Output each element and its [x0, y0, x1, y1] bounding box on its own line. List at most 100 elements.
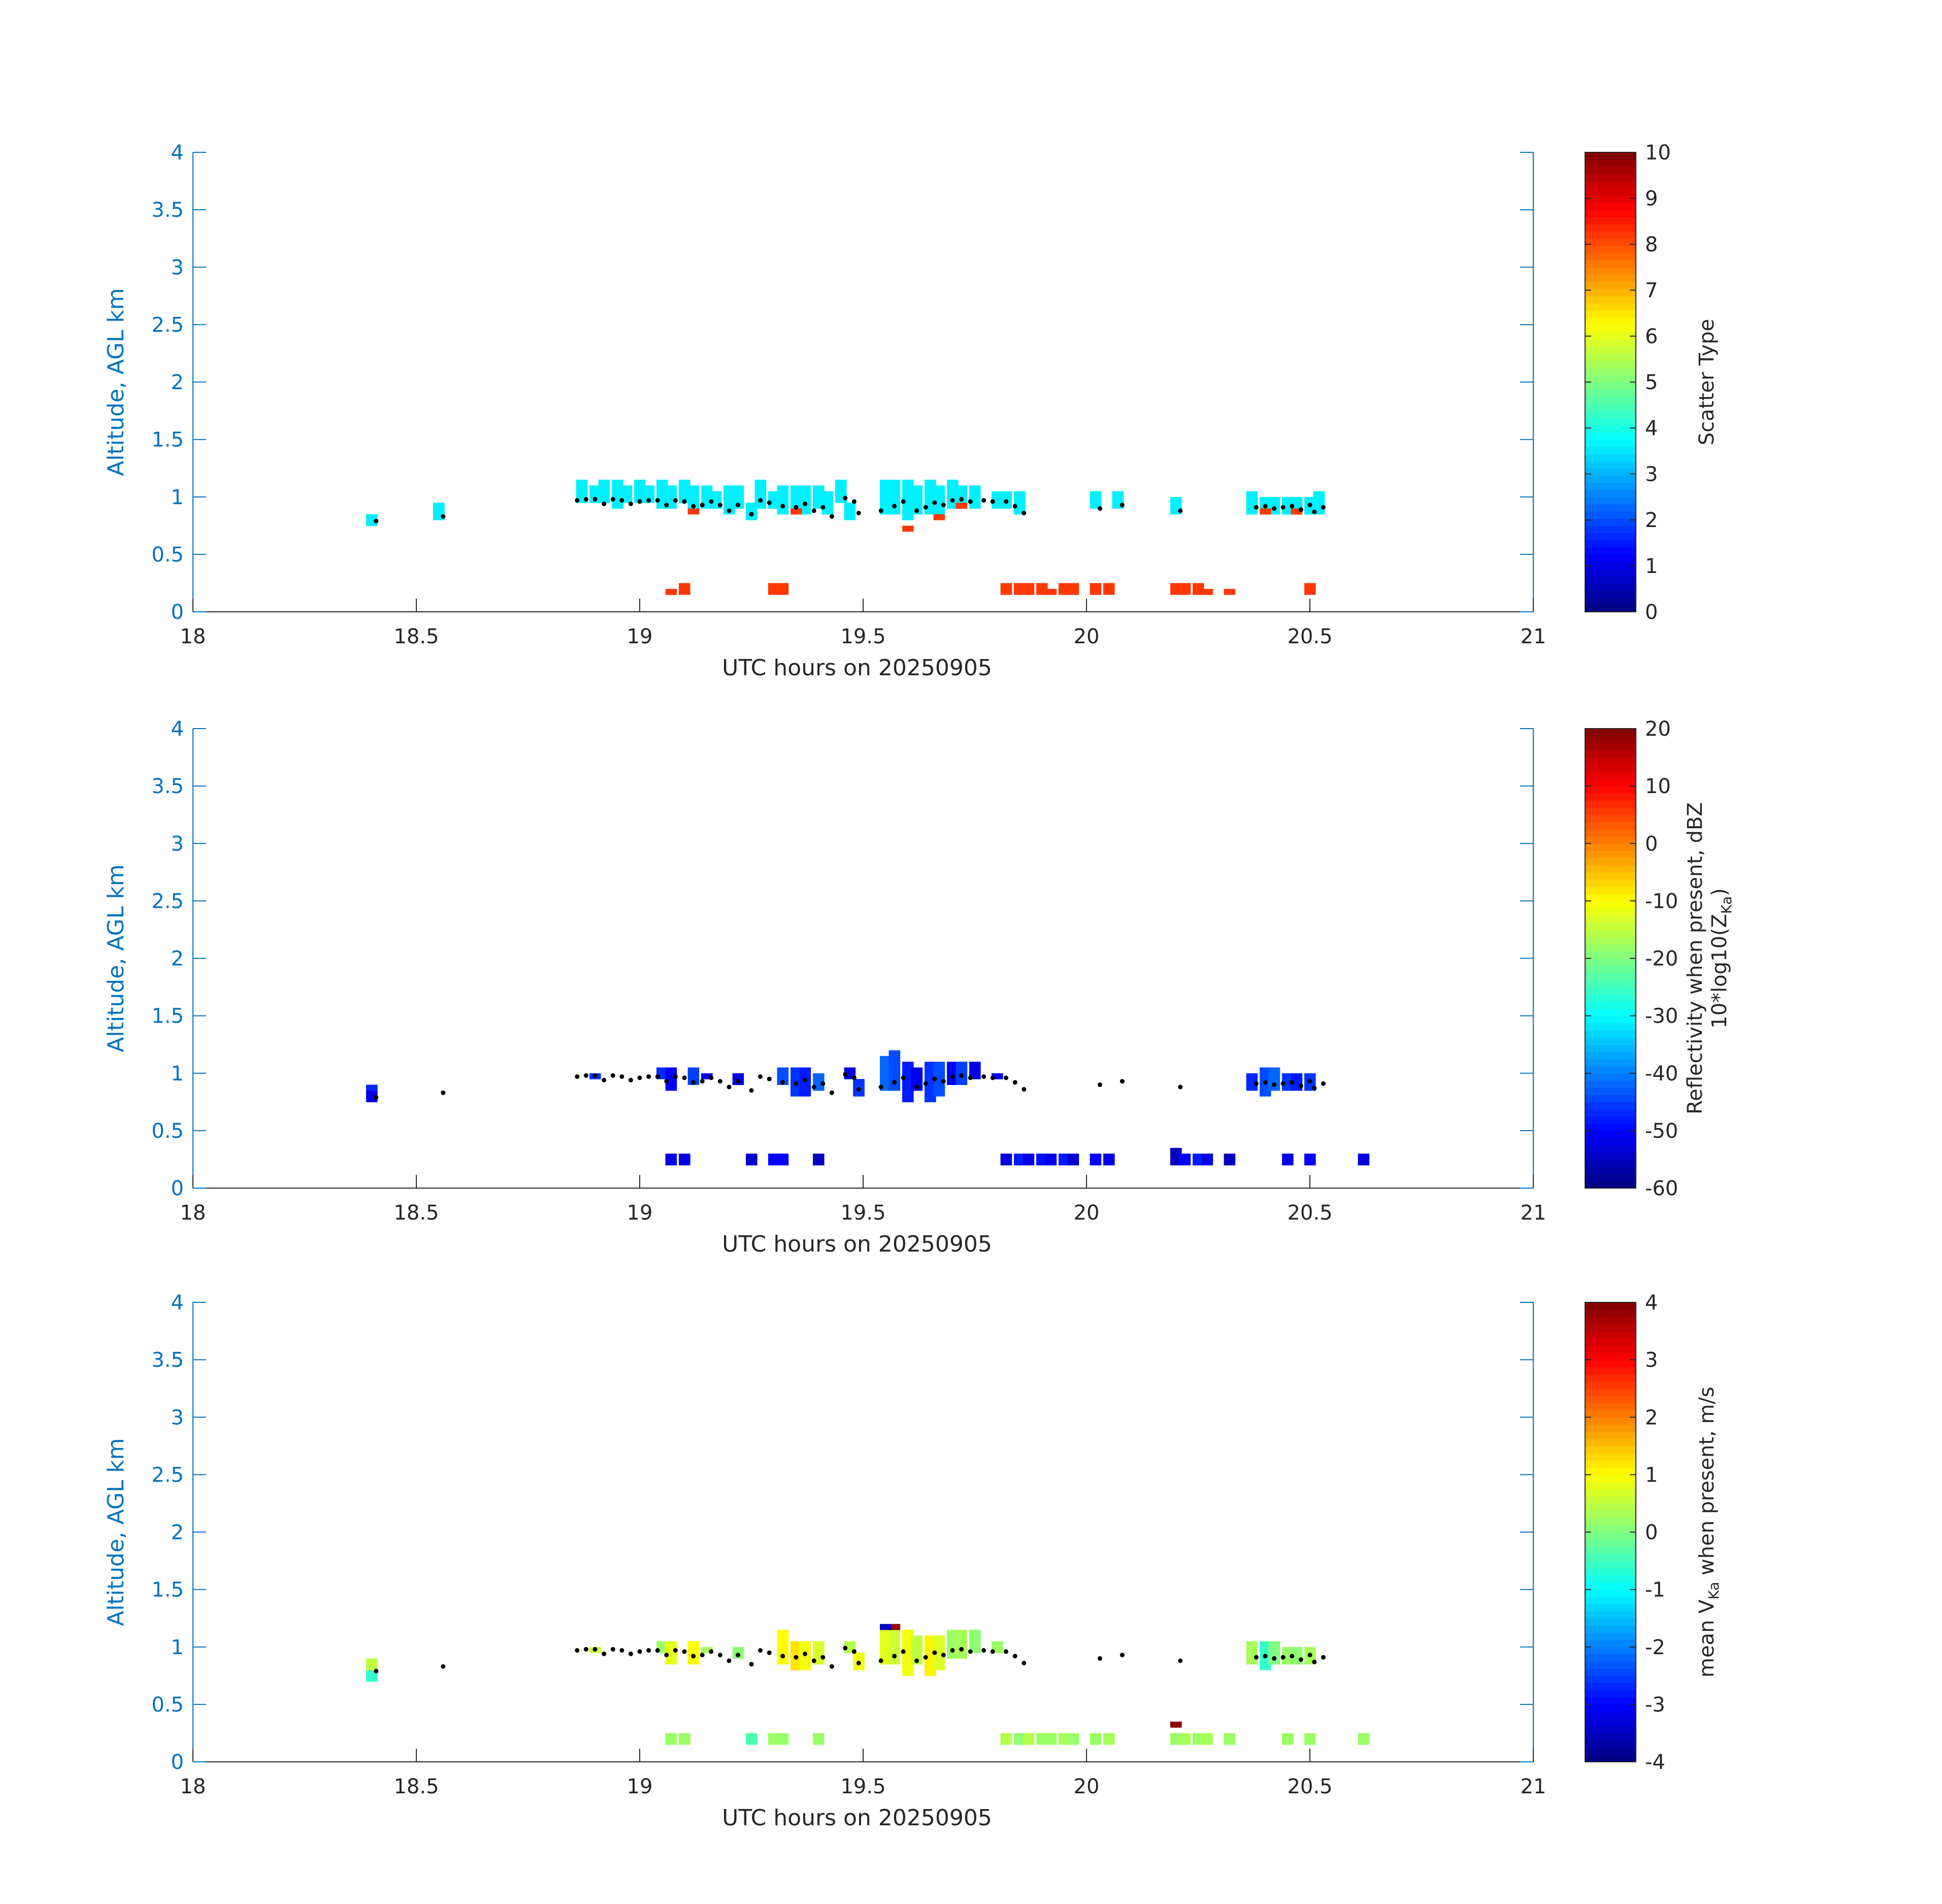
data-point [602, 1651, 607, 1656]
colorbar-segment [1585, 562, 1636, 569]
colorbar-segment [1585, 1668, 1636, 1677]
heatmap-cell [777, 1733, 789, 1745]
heatmap-cell [665, 1733, 677, 1745]
data-point [1178, 508, 1183, 513]
colorbar-segment [1585, 1453, 1636, 1461]
heatmap-cell [687, 485, 700, 509]
heatmap-cell [1023, 583, 1035, 595]
data-point [655, 1648, 660, 1653]
colorbar-segment [1585, 310, 1636, 318]
data-point [583, 1073, 588, 1078]
colorbar-label-2-text: 10*log10(Z [1708, 914, 1731, 1029]
data-point [610, 1073, 615, 1078]
data-point [901, 1075, 906, 1080]
heatmap-cell [366, 1085, 378, 1091]
heatmap-cell [679, 1154, 690, 1166]
data-point [932, 500, 937, 505]
data-point [914, 508, 919, 513]
data-point [1321, 1081, 1326, 1086]
colorbar-tick-label: 0 [1645, 601, 1658, 624]
colorbar-segment [1585, 958, 1636, 966]
data-point [1263, 504, 1268, 509]
colorbar-segment [1585, 174, 1636, 182]
colorbar-segment [1585, 1733, 1636, 1741]
colorbar-tick-label: 10 [1645, 775, 1671, 798]
heatmap-cell [880, 479, 892, 515]
data-point [593, 497, 598, 502]
heatmap-cell [992, 1073, 1003, 1079]
colorbar-segment [1585, 360, 1636, 368]
colorbar-segment [1585, 554, 1636, 562]
colorbar-segment [1585, 1568, 1636, 1576]
data-point [1272, 1656, 1277, 1661]
colorbar-segment [1585, 518, 1636, 527]
colorbar-segment [1585, 1395, 1636, 1403]
colorbar-segment [1585, 807, 1636, 815]
colorbar-segment [1585, 1683, 1636, 1691]
heatmap-cell [1246, 1641, 1258, 1665]
colorbar-tick-label: -50 [1645, 1120, 1678, 1143]
heatmap-cell [1036, 1733, 1048, 1745]
heatmap-cell [1224, 1733, 1236, 1745]
data-point [700, 1653, 705, 1658]
colorbar-segment [1585, 461, 1636, 469]
colorbar-segment [1585, 1123, 1636, 1131]
colorbar-segment [1585, 764, 1636, 772]
heatmap-cell [1246, 1073, 1258, 1091]
colorbar-label: Scatter Type [1695, 319, 1719, 445]
y-tick-label: 3.5 [151, 775, 184, 798]
colorbar-segment [1585, 368, 1636, 376]
heatmap-cell [1103, 1154, 1115, 1166]
colorbar-segment [1585, 1532, 1636, 1540]
colorbar-segment [1585, 1152, 1636, 1160]
colorbar-label: Reflectivity when present, dBZ [1684, 802, 1707, 1114]
colorbar-segment [1585, 1726, 1636, 1734]
heatmap-cell [589, 485, 601, 503]
colorbar-segment [1585, 1317, 1636, 1325]
data-point [829, 1664, 834, 1669]
colorbar-segment [1585, 1589, 1636, 1597]
heatmap-cell [911, 485, 923, 515]
colorbar-segment [1585, 1654, 1636, 1662]
colorbar-segment [1585, 1546, 1636, 1554]
colorbar-segment [1585, 446, 1636, 454]
data-point [717, 1653, 722, 1658]
data-point [932, 1650, 937, 1655]
y-tick-label: 1 [171, 486, 184, 509]
colorbar-segment [1585, 210, 1636, 217]
colorbar: -60 -50 -40 -30 -20 -10 0 10 20 Reflectivity when… [1585, 717, 1735, 1200]
x-tick-label: 19 [627, 1201, 653, 1225]
colorbar-segment [1585, 475, 1636, 483]
data-point [959, 1647, 964, 1652]
colorbar-segment [1585, 1553, 1636, 1561]
data-point [878, 1658, 883, 1663]
data-point [780, 1654, 785, 1659]
colorbar-segment [1585, 504, 1636, 512]
colorbar-segment [1585, 1625, 1636, 1633]
colorbar-segment [1585, 778, 1636, 786]
colorbar-tick-label: 7 [1645, 279, 1658, 303]
data-point [1254, 505, 1259, 510]
data-point [803, 1077, 808, 1082]
cloud-base-points [374, 1646, 1326, 1673]
colorbar-segment [1585, 403, 1636, 411]
colorbar-segment [1585, 296, 1636, 304]
data-point [664, 1653, 669, 1658]
x-tick-label: 18 [180, 1201, 206, 1225]
heatmap-cell [643, 485, 655, 503]
colorbar-segment [1585, 281, 1636, 289]
heatmap-cell [902, 1629, 914, 1676]
heatmap-cell [768, 491, 780, 509]
y-tick-label: 1 [171, 1636, 184, 1659]
heatmap-cell [1179, 583, 1191, 595]
heatmap-cell [1170, 583, 1182, 595]
colorbar-segment [1585, 757, 1636, 765]
data-point [637, 499, 642, 504]
heatmap-cell [1014, 1733, 1026, 1745]
colorbar-segment [1585, 951, 1636, 959]
data-point [829, 514, 834, 519]
colorbar-segment [1585, 1632, 1636, 1640]
x-tick-label: 19.5 [840, 625, 885, 648]
data-point [981, 498, 986, 503]
